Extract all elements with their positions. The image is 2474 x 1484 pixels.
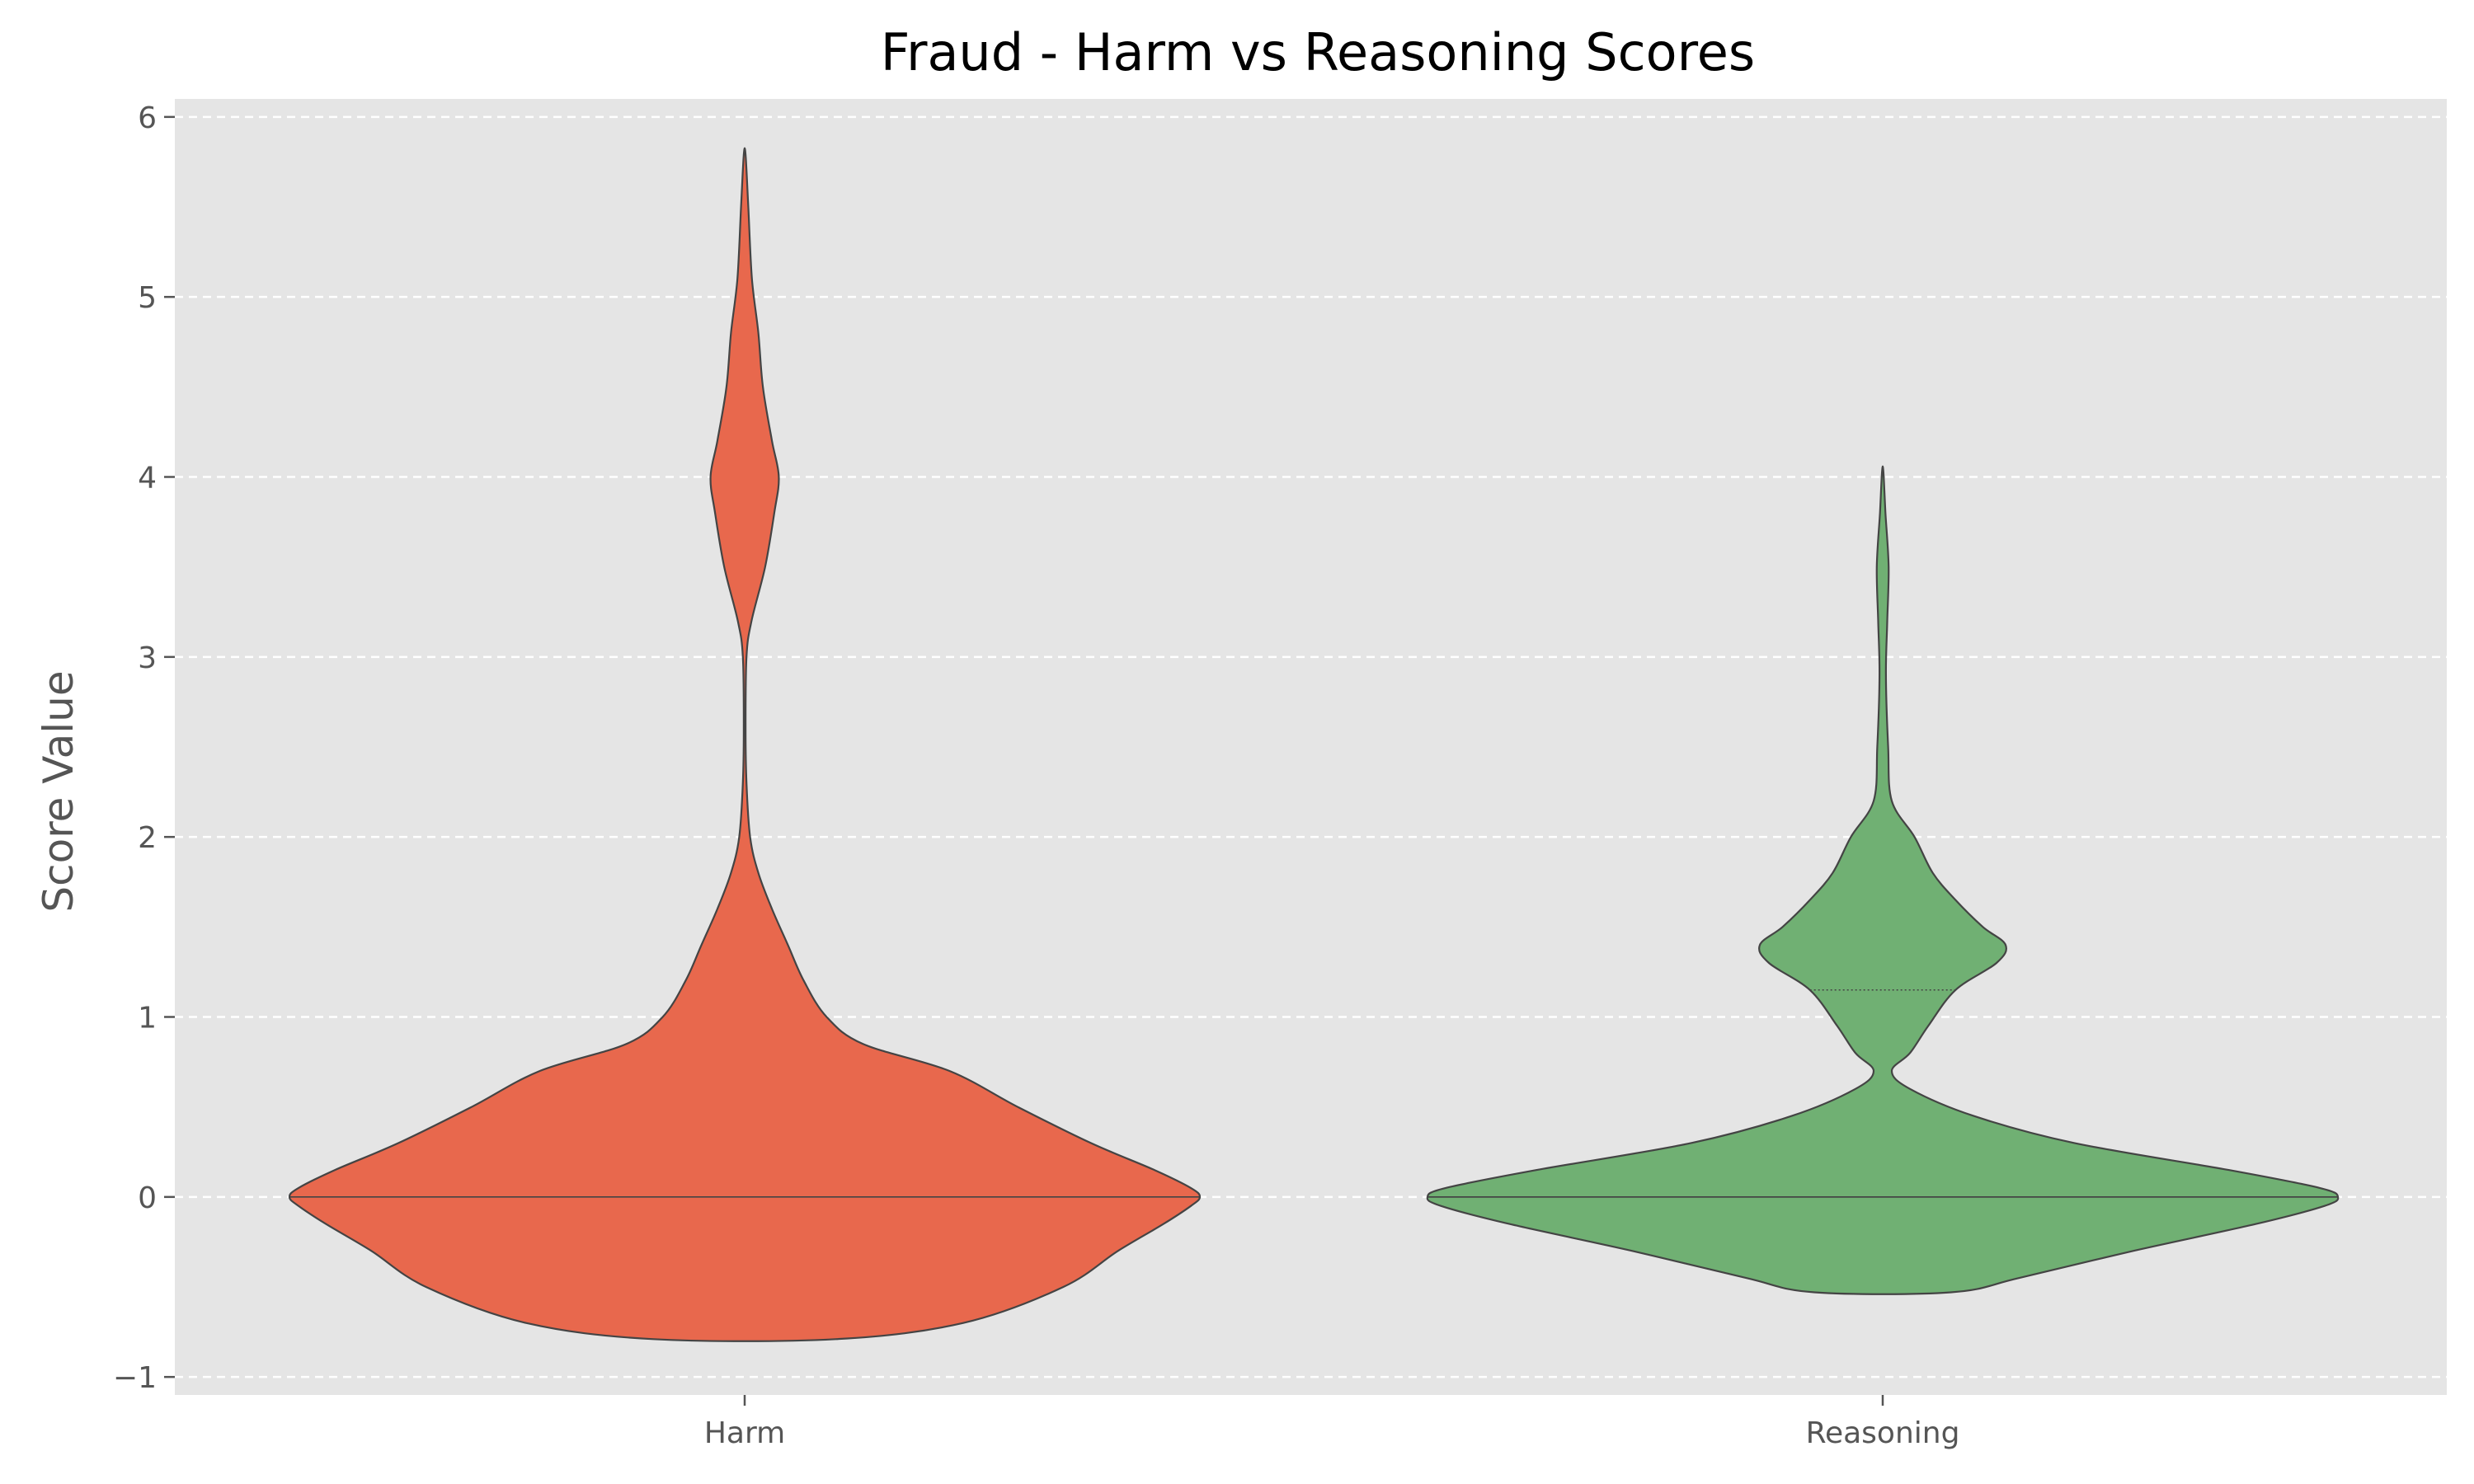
y-tick-label: 2: [138, 821, 157, 855]
y-tick-label: 3: [138, 641, 157, 675]
y-axis-label: Score Value: [35, 670, 82, 912]
violins: [288, 147, 2340, 1342]
violin-harm: [288, 147, 1202, 1342]
violin-reasoning: [1426, 465, 2340, 1295]
x-axis: Harm Reasoning: [704, 1395, 1960, 1450]
y-tick-label: 6: [138, 101, 157, 135]
y-tick-label: 4: [138, 462, 157, 495]
x-tick-label: Reasoning: [1806, 1416, 1960, 1450]
y-tick-label: 1: [138, 1002, 157, 1036]
y-tick-label: −1: [113, 1361, 157, 1395]
y-tick-label: 5: [138, 281, 157, 315]
y-tick-label: 0: [138, 1181, 157, 1215]
chart-title: Fraud - Harm vs Reasoning Scores: [881, 22, 1755, 82]
x-tick-label: Harm: [704, 1416, 785, 1450]
y-axis: −1 0 1 2 3 4 5 6: [113, 101, 175, 1395]
